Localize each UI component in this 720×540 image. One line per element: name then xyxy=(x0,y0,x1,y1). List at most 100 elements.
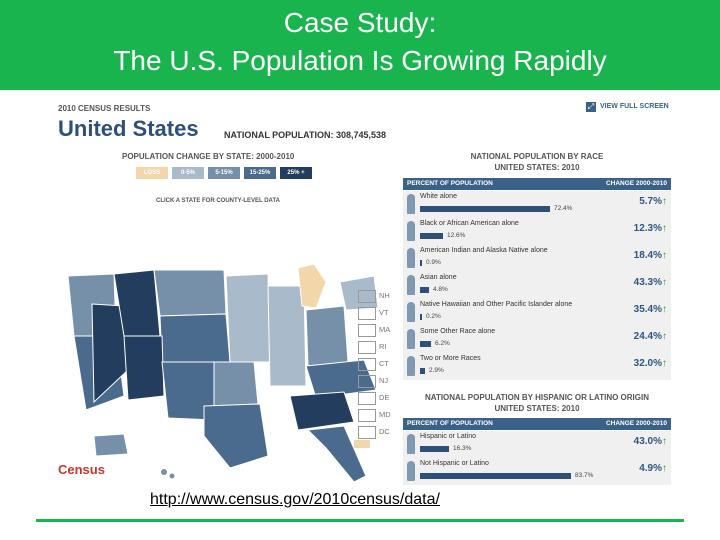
state-shape[interactable] xyxy=(354,440,370,448)
race-pct: 0.2% xyxy=(426,313,441,320)
small-state-vt[interactable]: VT xyxy=(358,307,389,320)
state-shape[interactable] xyxy=(225,273,271,363)
legend-loss: LOSS xyxy=(136,167,168,179)
race-row: Some Other Race alone 6.2% 24.4%↑ xyxy=(403,326,671,354)
race-name: Two or More Races xyxy=(420,355,481,362)
up-arrow-icon: ↑ xyxy=(662,304,667,315)
state-shape[interactable] xyxy=(159,313,231,363)
country-title: United States xyxy=(58,116,199,141)
hispanic-change: 43.0%↑ xyxy=(633,436,667,447)
census-screenshot: 2010 CENSUS RESULTS United States NATION… xyxy=(48,94,678,492)
national-population: NATIONAL POPULATION: 308,745,538 xyxy=(224,130,387,140)
hispanic-col-right: CHANGE 2000-2010 xyxy=(605,420,667,427)
up-arrow-icon: ↑ xyxy=(662,277,667,288)
person-icon xyxy=(407,329,415,349)
race-col-right: CHANGE 2000-2010 xyxy=(605,180,667,187)
race-row: American Indian and Alaska Native alone 0… xyxy=(403,245,671,273)
small-state-nj[interactable]: NJ xyxy=(358,375,388,388)
footer-rule xyxy=(36,519,684,522)
hispanic-col-left: PERCENT OF POPULATION xyxy=(407,420,493,427)
race-row: Black or African American alone 12.6% 12.3… xyxy=(403,218,671,246)
race-change: 5.7%↑ xyxy=(639,196,667,207)
us-state-map[interactable] xyxy=(54,186,384,486)
person-icon xyxy=(407,461,415,481)
small-state-dc[interactable]: DC xyxy=(358,426,390,439)
state-shape[interactable] xyxy=(339,275,379,311)
person-icon xyxy=(407,275,415,295)
map-instruction: CLICK A STATE FOR COUNTY-LEVEL DATA xyxy=(156,198,280,204)
race-row: Asian alone 4.8% 43.3%↑ xyxy=(403,272,671,300)
full-screen-label: VIEW FULL SCREEN xyxy=(600,103,669,110)
state-shape[interactable] xyxy=(203,403,269,469)
race-bar xyxy=(420,314,422,320)
state-shape[interactable] xyxy=(267,285,307,387)
hispanic-pct: 16.3% xyxy=(453,445,472,452)
small-state-ma[interactable]: MA xyxy=(358,324,390,337)
race-change: 43.3%↑ xyxy=(633,277,667,288)
hispanic-name: Not Hispanic or Latino xyxy=(420,460,489,467)
census-link[interactable]: http://www.census.gov/2010census/data/ xyxy=(150,491,440,508)
state-shape[interactable] xyxy=(153,269,227,317)
legend-0-5: 0-5% xyxy=(172,167,204,179)
person-icon xyxy=(407,434,415,454)
race-name: White alone xyxy=(420,193,457,200)
state-shape[interactable] xyxy=(161,469,167,475)
up-arrow-icon: ↑ xyxy=(662,436,667,447)
hispanic-pct: 83.7% xyxy=(575,472,594,479)
race-bar xyxy=(420,368,425,374)
person-icon xyxy=(407,248,415,268)
state-shape[interactable] xyxy=(289,391,355,431)
hispanic-table-header: PERCENT OF POPULATION CHANGE 2000-2010 xyxy=(403,418,671,430)
race-pct: 12.6% xyxy=(447,232,466,239)
race-subtitle: UNITED STATES: 2010 xyxy=(494,163,580,172)
race-title: NATIONAL POPULATION BY RACE xyxy=(470,152,604,161)
hispanic-bar xyxy=(420,446,449,452)
small-state-md[interactable]: MD xyxy=(358,409,391,422)
race-name: Black or African American alone xyxy=(420,220,519,227)
state-shape[interactable] xyxy=(306,425,367,483)
legend-5-15: 5-15% xyxy=(208,167,240,179)
state-shape[interactable] xyxy=(93,433,129,457)
person-icon xyxy=(407,194,415,214)
race-bar xyxy=(420,206,550,212)
up-arrow-icon: ↑ xyxy=(662,250,667,261)
state-shape[interactable] xyxy=(305,305,349,367)
race-pct: 6.2% xyxy=(435,340,450,347)
race-change: 32.0%↑ xyxy=(633,358,667,369)
up-arrow-icon: ↑ xyxy=(662,463,667,474)
map-title: POPULATION CHANGE BY STATE: 2000-2010 xyxy=(122,152,295,161)
expand-icon: ⤢ xyxy=(586,102,596,112)
race-pct: 0.9% xyxy=(426,259,441,266)
state-shape[interactable] xyxy=(123,335,165,401)
state-shape[interactable] xyxy=(169,473,175,479)
race-pct: 4.8% xyxy=(433,286,448,293)
race-change: 24.4%↑ xyxy=(633,331,667,342)
hispanic-name: Hispanic or Latino xyxy=(420,433,477,440)
legend-15-25: 15-25% xyxy=(244,167,276,179)
small-state-de[interactable]: DE xyxy=(358,392,389,405)
title-banner: Case Study: The U.S. Population Is Growi… xyxy=(0,0,720,90)
up-arrow-icon: ↑ xyxy=(662,331,667,342)
state-shape[interactable] xyxy=(297,263,327,309)
small-state-nh[interactable]: NH xyxy=(358,290,390,303)
small-state-ct[interactable]: CT xyxy=(358,358,389,371)
race-change: 12.3%↑ xyxy=(633,223,667,234)
legend-25-plus: 25% + xyxy=(280,167,312,179)
race-row: Native Hawaiian and Other Pacific Island… xyxy=(403,299,671,327)
race-table-header: PERCENT OF POPULATION CHANGE 2000-2010 xyxy=(403,178,671,190)
state-shape[interactable] xyxy=(213,361,259,407)
hispanic-title: NATIONAL POPULATION BY HISPANIC OR LATIN… xyxy=(424,393,649,402)
person-icon xyxy=(407,302,415,322)
race-pct: 2.9% xyxy=(429,367,444,374)
person-icon xyxy=(407,221,415,241)
up-arrow-icon: ↑ xyxy=(662,223,667,234)
race-bar xyxy=(420,233,443,239)
hispanic-row: Hispanic or Latino 16.3% 43.0%↑ xyxy=(403,431,671,459)
slide-title-line2: The U.S. Population Is Growing Rapidly xyxy=(113,45,607,76)
small-state-ri[interactable]: RI xyxy=(358,341,387,354)
census-logo: Census xyxy=(58,462,105,477)
race-bar xyxy=(420,287,429,293)
race-col-left: PERCENT OF POPULATION xyxy=(407,180,493,187)
race-bar xyxy=(420,341,431,347)
hispanic-row: Not Hispanic or Latino 83.7% 4.9%↑ xyxy=(403,458,671,486)
